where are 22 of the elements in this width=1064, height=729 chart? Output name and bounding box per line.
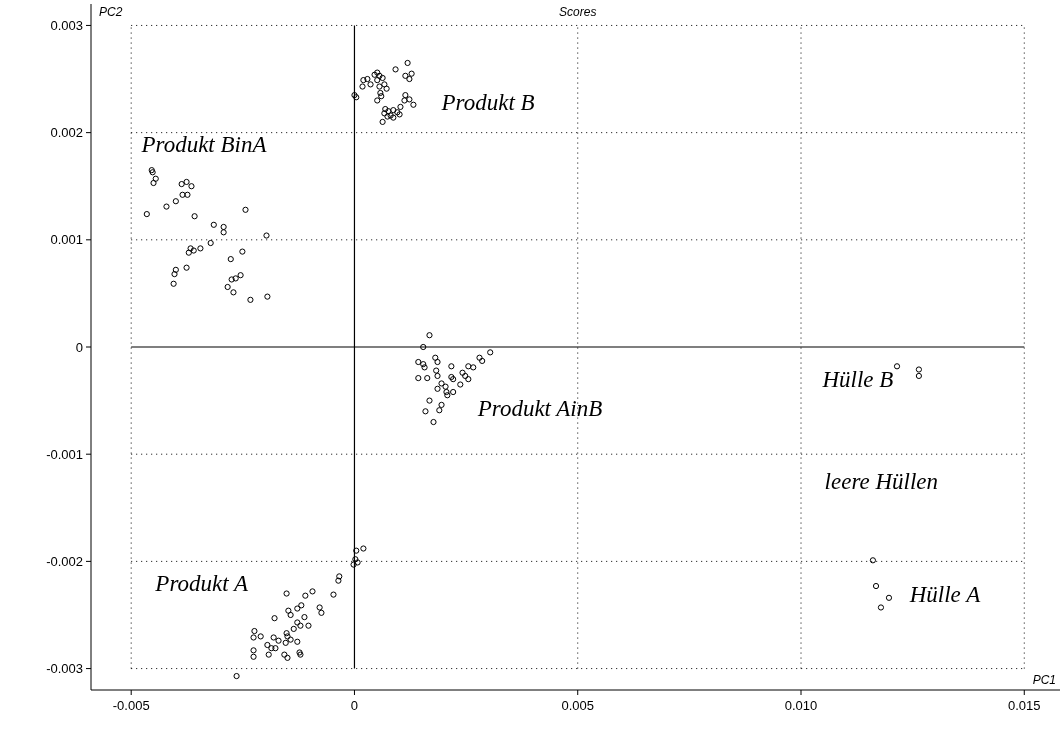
annotation: Produkt A [154, 571, 249, 597]
x-tick-label: -0.005 [112, 698, 150, 713]
x-axis-title: PC1 [1032, 673, 1056, 687]
annotation: leere Hüllen [824, 469, 939, 495]
chart-title: Scores [559, 5, 597, 19]
x-tick-label: 0.015 [1008, 698, 1041, 713]
y-tick-label: 0.002 [50, 125, 83, 141]
x-tick-label: 0.005 [561, 698, 595, 713]
annotation: Produkt AinB [476, 396, 603, 422]
y-tick-label: -0.001 [46, 446, 83, 462]
y-tick-label: 0 [75, 339, 83, 355]
y-tick-label: -0.003 [46, 661, 83, 677]
annotation: Hülle B [821, 367, 894, 393]
annotation: Produkt BinA [140, 131, 268, 157]
y-tick-label: 0.003 [50, 17, 83, 33]
x-tick-label: 0 [350, 698, 359, 713]
x-tick-label: 0.010 [784, 698, 818, 713]
annotation: Produkt B [440, 90, 535, 116]
y-tick-label: -0.002 [46, 553, 83, 569]
y-tick-label: 0.001 [50, 232, 83, 248]
annotation: Hülle A [908, 582, 982, 608]
y-axis-title: PC2 [99, 5, 123, 19]
